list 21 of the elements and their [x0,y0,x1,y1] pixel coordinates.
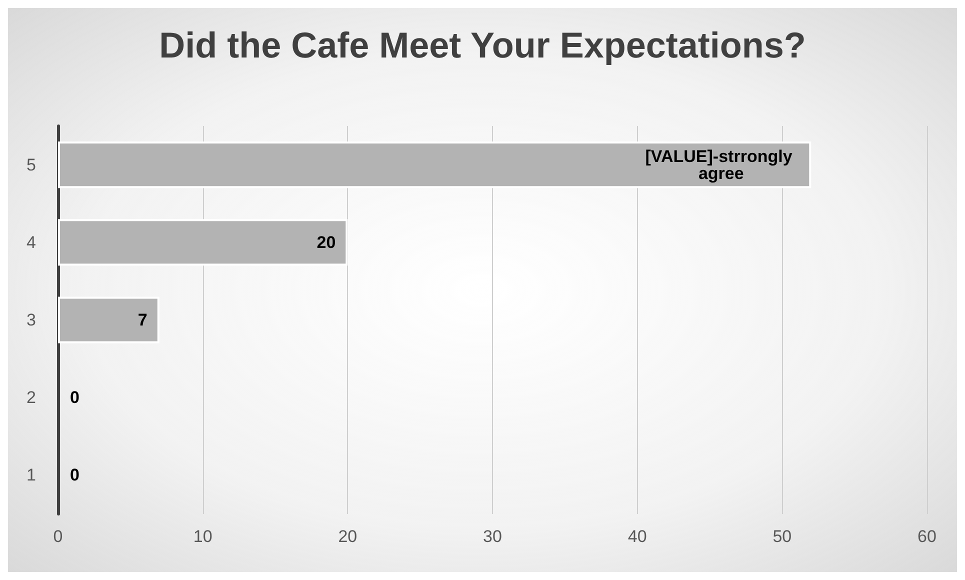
data-label: 20 [316,232,336,252]
x-tick-label: 20 [338,527,358,546]
y-tick-label: 4 [26,232,36,252]
x-tick-label: 60 [918,527,936,546]
data-label: 7 [138,310,148,330]
data-label: 0 [70,388,80,408]
x-tick-label: 40 [628,527,647,546]
x-tick-label: 10 [193,527,212,546]
y-tick-label: 5 [26,155,36,174]
x-tick-label: 50 [772,527,792,546]
bar [58,142,812,188]
y-tick-label: 1 [26,466,36,485]
bar [58,219,348,266]
data-label: 0 [70,466,80,485]
x-tick-label: 0 [53,527,63,546]
x-tick-label: 30 [483,527,502,546]
y-tick-label: 3 [26,310,36,330]
chart-title: Did the Cafe Meet Your Expectations? [159,24,806,66]
data-label: [VALUE]-strrongly agree [645,146,798,183]
y-tick-label: 2 [26,388,36,408]
bar [58,296,160,344]
